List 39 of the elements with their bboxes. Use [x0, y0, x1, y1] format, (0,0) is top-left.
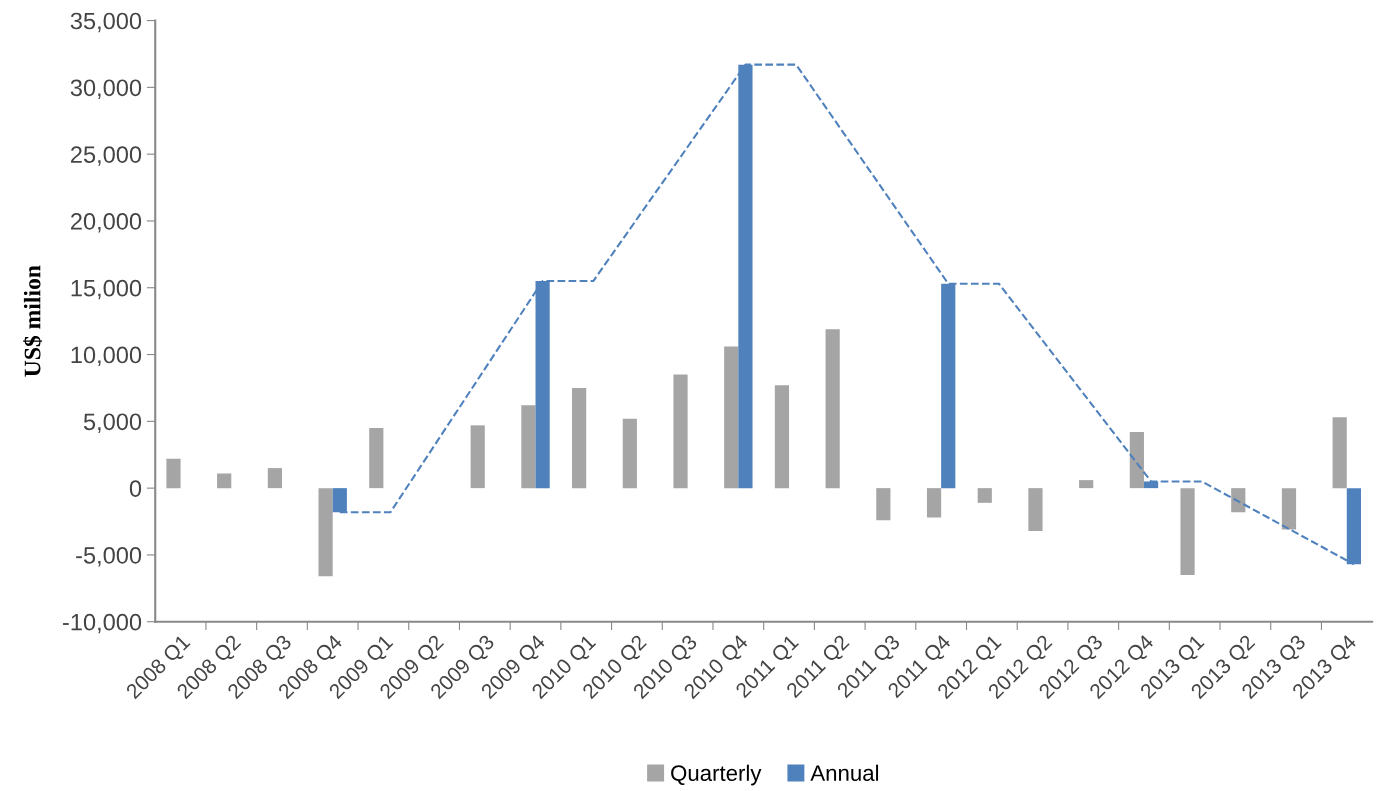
bar: [1143, 481, 1159, 489]
bar: [1129, 432, 1144, 489]
y-tick-label: 10,000: [71, 346, 142, 367]
bar: [1281, 488, 1297, 530]
bar: [318, 488, 333, 577]
bar: [673, 374, 688, 489]
bar: [1332, 417, 1347, 489]
y-tick-label: 0: [129, 480, 142, 497]
bar: [470, 425, 485, 489]
bar: [1231, 488, 1246, 513]
y-tick-label: 15,000: [71, 279, 142, 300]
bar: [1079, 480, 1094, 489]
bar: [825, 329, 840, 489]
bar: [166, 458, 181, 489]
bar: [724, 346, 739, 489]
bar: [217, 473, 232, 489]
bar: [622, 418, 637, 489]
y-tick-label: 20,000: [71, 213, 142, 233]
bar: [267, 468, 282, 489]
y-tick-label: 35,000: [70, 12, 142, 33]
bar: [535, 281, 550, 489]
y-axis-title: US$ milion: [23, 265, 43, 377]
y-tick-label: -10,000: [63, 613, 142, 634]
legend-label: Annual: [810, 764, 879, 781]
bar: [876, 488, 891, 521]
bar: [1180, 488, 1195, 575]
y-tick-label: 5,000: [83, 413, 142, 433]
bar: [774, 385, 790, 489]
bar: [369, 428, 384, 489]
bar: [572, 387, 587, 489]
bar: [941, 283, 956, 489]
bar: [926, 488, 942, 518]
bar: [521, 405, 536, 489]
y-tick-label: 30,000: [70, 79, 142, 99]
y-tick-label: 25,000: [71, 146, 142, 166]
bar: [977, 488, 992, 503]
bar: [1028, 488, 1043, 531]
y-tick-label: -5,000: [76, 547, 142, 567]
legend-label: Quarterly: [671, 764, 762, 786]
